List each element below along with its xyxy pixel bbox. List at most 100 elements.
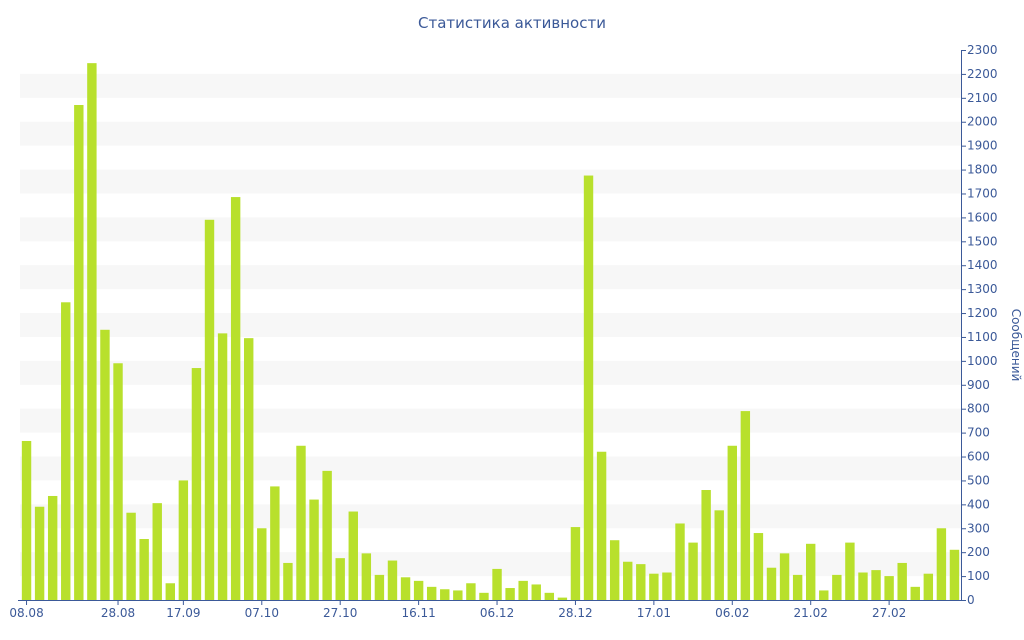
bar[interactable]	[165, 583, 176, 600]
x-tick-label: 28.12	[558, 606, 592, 620]
bar[interactable]	[623, 561, 633, 600]
y-tick-label: 800	[967, 402, 990, 416]
bar[interactable]	[701, 490, 711, 600]
bar[interactable]	[805, 543, 816, 600]
grid-band	[20, 552, 961, 577]
y-axis-title: Сообщений	[1009, 309, 1023, 382]
bar[interactable]	[570, 527, 581, 600]
bar[interactable]	[217, 333, 228, 600]
grid-band	[20, 121, 961, 146]
axes	[18, 50, 962, 601]
bar[interactable]	[557, 597, 568, 600]
bar[interactable]	[609, 540, 620, 600]
x-tick-label: 06.02	[715, 606, 749, 620]
bar[interactable]	[257, 528, 267, 600]
bar[interactable]	[766, 567, 777, 600]
bar[interactable]	[413, 580, 424, 600]
bar[interactable]	[453, 590, 463, 600]
bar[interactable]	[518, 580, 528, 600]
grid-band	[20, 360, 961, 385]
y-tick-label: 1100	[967, 330, 998, 344]
grid-band	[20, 504, 961, 529]
bar[interactable]	[426, 586, 437, 600]
grid-band	[20, 217, 961, 242]
x-tick-label: 17.01	[637, 606, 671, 620]
y-tick-label: 0	[967, 593, 975, 607]
bar[interactable]	[753, 533, 764, 600]
x-tick-label: 08.08	[9, 606, 43, 620]
grid-band	[20, 408, 961, 433]
bar[interactable]	[583, 175, 594, 601]
bar[interactable]	[335, 558, 345, 600]
bar[interactable]	[348, 511, 358, 600]
bar[interactable]	[191, 368, 202, 600]
bar[interactable]	[662, 572, 672, 601]
bar[interactable]	[361, 553, 372, 600]
bar[interactable]	[178, 480, 189, 600]
bar[interactable]	[714, 510, 724, 600]
bar[interactable]	[544, 592, 555, 600]
bar[interactable]	[910, 586, 920, 600]
bar[interactable]	[779, 553, 790, 600]
bar[interactable]	[244, 338, 254, 600]
bar[interactable]	[596, 451, 607, 600]
bar[interactable]	[832, 574, 842, 600]
bar[interactable]	[819, 590, 829, 600]
bar[interactable]	[492, 568, 502, 600]
bar[interactable]	[792, 574, 803, 600]
bar[interactable]	[440, 589, 450, 600]
bar[interactable]	[113, 363, 123, 600]
y-tick-label: 2100	[967, 91, 998, 105]
bar[interactable]	[479, 592, 489, 600]
bar[interactable]	[740, 411, 751, 600]
x-axis-ticks: 08.08 28.08 17.09 07.10 27.10 16.11 06.12 28.12…	[9, 600, 906, 620]
bar[interactable]	[204, 219, 215, 601]
bar[interactable]	[74, 105, 84, 600]
bar[interactable]	[322, 470, 332, 600]
y-tick-label: 2200	[967, 67, 998, 81]
bar[interactable]	[505, 588, 515, 600]
bar[interactable]	[87, 63, 97, 601]
y-tick-label: 2300	[967, 43, 998, 57]
bar[interactable]	[21, 440, 32, 600]
bar[interactable]	[936, 528, 947, 600]
bar[interactable]	[309, 499, 319, 600]
bar[interactable]	[923, 573, 934, 600]
bar[interactable]	[884, 576, 894, 600]
bar[interactable]	[100, 329, 110, 600]
bar[interactable]	[675, 523, 685, 600]
bar[interactable]	[466, 583, 476, 600]
bar[interactable]	[230, 197, 241, 600]
y-tick-label: 400	[967, 497, 990, 511]
bar[interactable]	[858, 572, 868, 601]
y-tick-label: 1500	[967, 234, 998, 248]
x-tick-label: 17.09	[166, 606, 200, 620]
bar[interactable]	[283, 562, 293, 600]
bar[interactable]	[296, 445, 306, 600]
bar[interactable]	[139, 539, 149, 600]
bar[interactable]	[374, 574, 385, 600]
x-tick-label: 27.02	[872, 606, 906, 620]
bar[interactable]	[47, 495, 58, 600]
grid-band	[20, 456, 961, 481]
bar[interactable]	[949, 549, 960, 600]
x-tick-label: 07.10	[245, 606, 279, 620]
bar[interactable]	[531, 584, 541, 600]
bar[interactable]	[387, 560, 398, 600]
x-tick-label: 27.10	[323, 606, 357, 620]
bar[interactable]	[845, 542, 855, 600]
y-tick-label: 300	[967, 521, 990, 535]
bar[interactable]	[727, 445, 737, 600]
bar[interactable]	[871, 570, 881, 600]
bar[interactable]	[649, 573, 659, 600]
bar[interactable]	[270, 486, 280, 600]
bar[interactable]	[126, 512, 136, 600]
bar[interactable]	[61, 302, 71, 600]
bar[interactable]	[34, 506, 45, 600]
bar[interactable]	[636, 564, 646, 600]
bar[interactable]	[897, 562, 907, 600]
bars	[21, 63, 960, 601]
bar[interactable]	[152, 503, 162, 600]
bar[interactable]	[688, 542, 698, 600]
bar[interactable]	[400, 577, 411, 600]
